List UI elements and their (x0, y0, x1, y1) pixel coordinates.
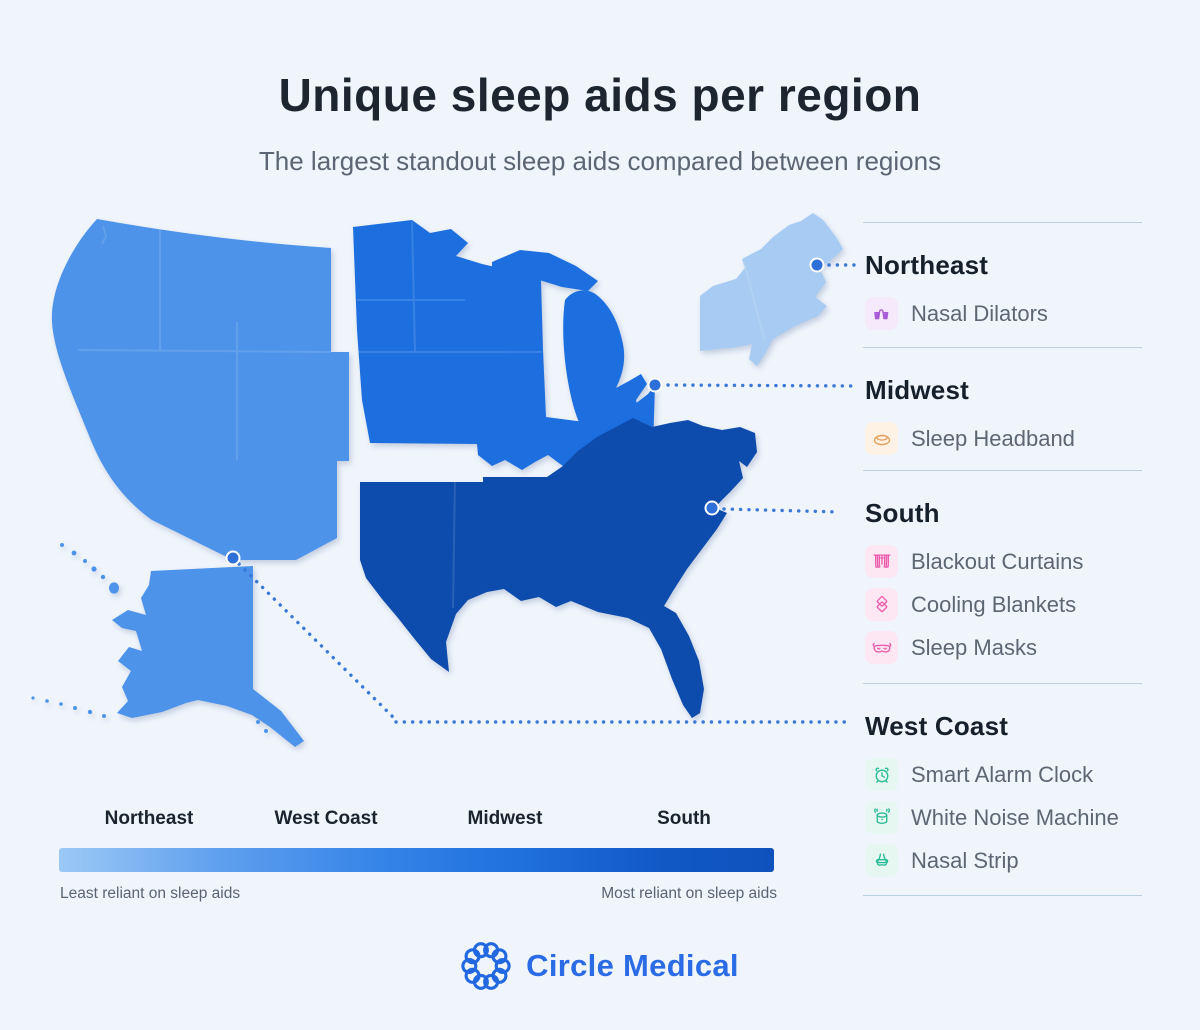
list-item: Smart Alarm Clock (865, 758, 1142, 791)
list-item: Nasal Dilators (865, 297, 1142, 330)
legend-label-northeast: Northeast (104, 808, 194, 829)
section-heading-midwest: Midwest (865, 375, 969, 405)
list-item: Sleep Masks (865, 631, 1142, 664)
sleep-headband-icon (865, 422, 898, 455)
legend-label-south: South (657, 808, 711, 829)
map-markers (225, 257, 825, 566)
connector-south (722, 507, 842, 514)
section-heading-west-coast: West Coast (865, 711, 1009, 741)
cooling-blankets-icon (865, 588, 898, 621)
brand-name: Circle Medical (526, 948, 739, 983)
section-heading-south: South (865, 498, 940, 528)
map-region-south (360, 418, 757, 718)
marker-midwest (647, 377, 663, 393)
list-item: White Noise Machine (865, 801, 1142, 834)
nasal-strip-icon (865, 844, 898, 877)
list-item: Nasal Strip (865, 844, 1142, 877)
list-item: Sleep Headband (865, 422, 1142, 455)
connector-west-coast (237, 562, 850, 724)
item-label: Blackout Curtains (911, 548, 1084, 574)
item-label: Sleep Masks (911, 634, 1037, 660)
marker-south (704, 500, 720, 516)
nasal-dilators-icon (865, 297, 898, 330)
item-label: Nasal Dilators (911, 300, 1048, 326)
sidebar-section-northeast: Northeast Nasal Dilators (863, 222, 1142, 347)
list-item: Blackout Curtains (865, 545, 1142, 578)
footer-brand: Circle Medical (0, 941, 1200, 991)
connectors (237, 263, 859, 724)
state-boundaries (77, 221, 766, 609)
connector-midwest (666, 383, 859, 388)
item-label: Cooling Blankets (911, 591, 1077, 617)
map-region-northeast (700, 213, 843, 366)
legend-max-caption: Most reliant on sleep aids (601, 885, 777, 902)
item-label: Sleep Headband (911, 425, 1075, 451)
sidebar-section-midwest: Midwest Sleep Headband (863, 347, 1142, 470)
legend-min-caption: Least reliant on sleep aids (60, 885, 241, 902)
sidebar-section-west-coast: West Coast Smart Alarm Clock (863, 683, 1142, 895)
blackout-curtains-icon (865, 545, 898, 578)
item-label: Nasal Strip (911, 847, 1019, 873)
map-region-midwest (353, 220, 655, 477)
smart-alarm-clock-icon (865, 758, 898, 791)
item-label: Smart Alarm Clock (911, 761, 1094, 787)
reliance-gradient-bar (59, 848, 774, 872)
sleep-masks-icon (865, 631, 898, 664)
item-label: White Noise Machine (911, 804, 1119, 830)
white-noise-machine-icon (865, 801, 898, 834)
section-heading-northeast: Northeast (865, 250, 989, 280)
sidebar-bottom-divider (863, 895, 1142, 896)
page-subtitle: The largest standout sleep aids compared… (258, 146, 942, 176)
page-title: Unique sleep aids per region (278, 69, 922, 121)
marker-northeast (809, 257, 825, 273)
legend-label-west-coast: West Coast (274, 808, 378, 829)
sidebar-section-south: South Blackout Curtains (863, 470, 1142, 683)
list-item: Cooling Blankets (865, 588, 1142, 621)
map-region-west-coast (31, 219, 349, 747)
legend-label-midwest: Midwest (467, 808, 543, 829)
circle-medical-logo-icon (461, 942, 511, 990)
marker-west-coast (225, 550, 241, 566)
